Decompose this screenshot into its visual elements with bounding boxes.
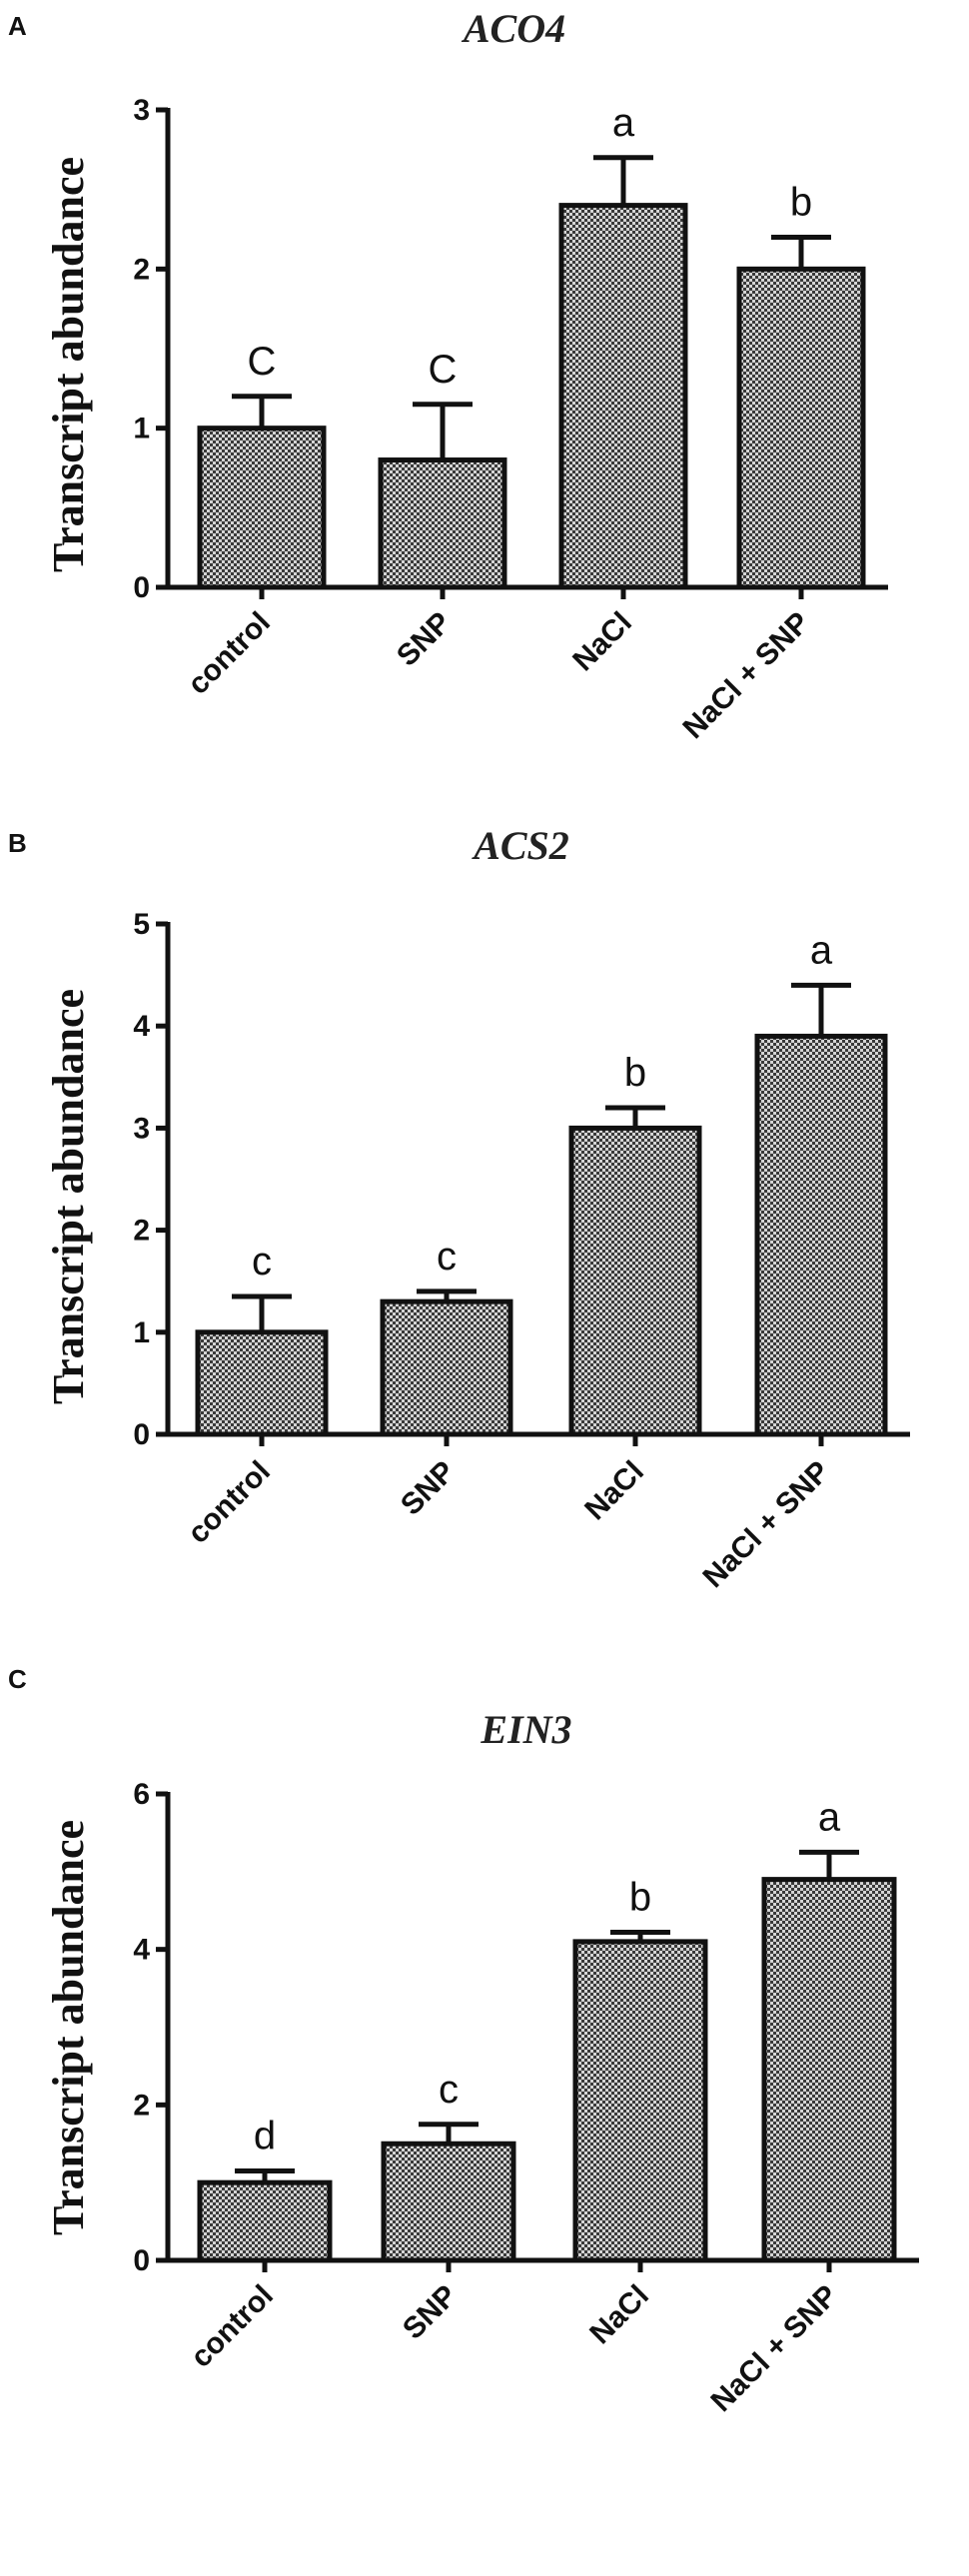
significance-label: a <box>612 101 635 145</box>
significance-label: b <box>790 180 812 224</box>
significance-label: a <box>810 928 833 972</box>
category-label: SNP <box>397 2279 464 2346</box>
y-tick-label: 3 <box>133 94 150 127</box>
plot-area: 0 2 4 6 d control c SNP b NaCl a NaCl + SNP <box>133 1778 919 2418</box>
y-tick-label: 4 <box>133 1934 150 1967</box>
chart-panel-c: C EIN3 Transcript abundance 0 2 4 6 d control… <box>8 1664 919 2418</box>
chart-panel-a: A ACO4 Transcript abundance 0 1 2 3 Ccontrol… <box>8 6 888 745</box>
category-label: NaCl + SNP <box>704 2279 843 2418</box>
y-tick-label: 6 <box>133 1778 150 1811</box>
chart-panel-b: B ACS2 Transcript abundance 0 1 2 3 4 5 c contr… <box>8 823 910 1594</box>
bar <box>378 457 507 590</box>
category-label: SNP <box>391 606 458 673</box>
category-label: NaCl + SNP <box>696 1455 835 1594</box>
bar <box>736 266 866 590</box>
panel-letter: A <box>8 11 27 41</box>
bar <box>761 1877 897 2263</box>
bar <box>381 2141 516 2263</box>
bar <box>380 1298 513 1437</box>
y-tick-label: 0 <box>133 1418 150 1451</box>
chart-title: ACO4 <box>461 6 565 51</box>
y-axis-label: Transcript abundance <box>44 1820 93 2235</box>
significance-label: c <box>437 1235 457 1279</box>
significance-label: C <box>429 348 458 392</box>
category-label: NaCl <box>583 2279 655 2351</box>
significance-label: c <box>252 1240 272 1284</box>
bar <box>197 426 327 590</box>
y-tick-label: 2 <box>133 2089 150 2122</box>
y-tick-label: 0 <box>133 2244 150 2277</box>
bar <box>572 1939 708 2263</box>
chart-title: EIN3 <box>480 1707 571 1752</box>
plot-area: 0 1 2 3 4 5 c control c SNP b NaCl a NaCl + SNP <box>133 908 910 1594</box>
significance-label: b <box>624 1051 646 1095</box>
y-tick-label: 2 <box>133 253 150 286</box>
y-tick-label: 2 <box>133 1215 150 1248</box>
bar <box>754 1033 888 1437</box>
bar <box>195 1329 329 1437</box>
panel-letter: C <box>8 1664 27 1694</box>
bar <box>568 1125 702 1437</box>
y-tick-label: 1 <box>133 1316 150 1349</box>
significance-label: d <box>254 2114 276 2157</box>
significance-label: b <box>629 1876 651 1920</box>
category-label: control <box>185 2279 280 2374</box>
y-tick-label: 1 <box>133 413 150 445</box>
significance-label: c <box>439 2068 459 2112</box>
category-label: NaCl <box>578 1455 650 1527</box>
category-label: NaCl + SNP <box>676 606 815 745</box>
chart-title: ACS2 <box>471 823 569 868</box>
y-tick-label: 5 <box>133 908 150 941</box>
y-tick-label: 3 <box>133 1112 150 1145</box>
category-label: control <box>182 606 277 701</box>
category-label: NaCl <box>566 606 638 678</box>
significance-label: C <box>248 340 277 384</box>
category-label: control <box>182 1455 277 1550</box>
y-axis-label: Transcript abundance <box>44 989 93 1404</box>
bar <box>558 203 688 590</box>
category-label: SNP <box>395 1455 462 1522</box>
bar <box>197 2179 333 2263</box>
significance-label: a <box>818 1795 841 1839</box>
y-tick-label: 4 <box>133 1010 150 1043</box>
y-axis-label: Transcript abundance <box>44 157 93 572</box>
panel-letter: B <box>8 828 27 858</box>
y-tick-label: 0 <box>133 571 150 604</box>
